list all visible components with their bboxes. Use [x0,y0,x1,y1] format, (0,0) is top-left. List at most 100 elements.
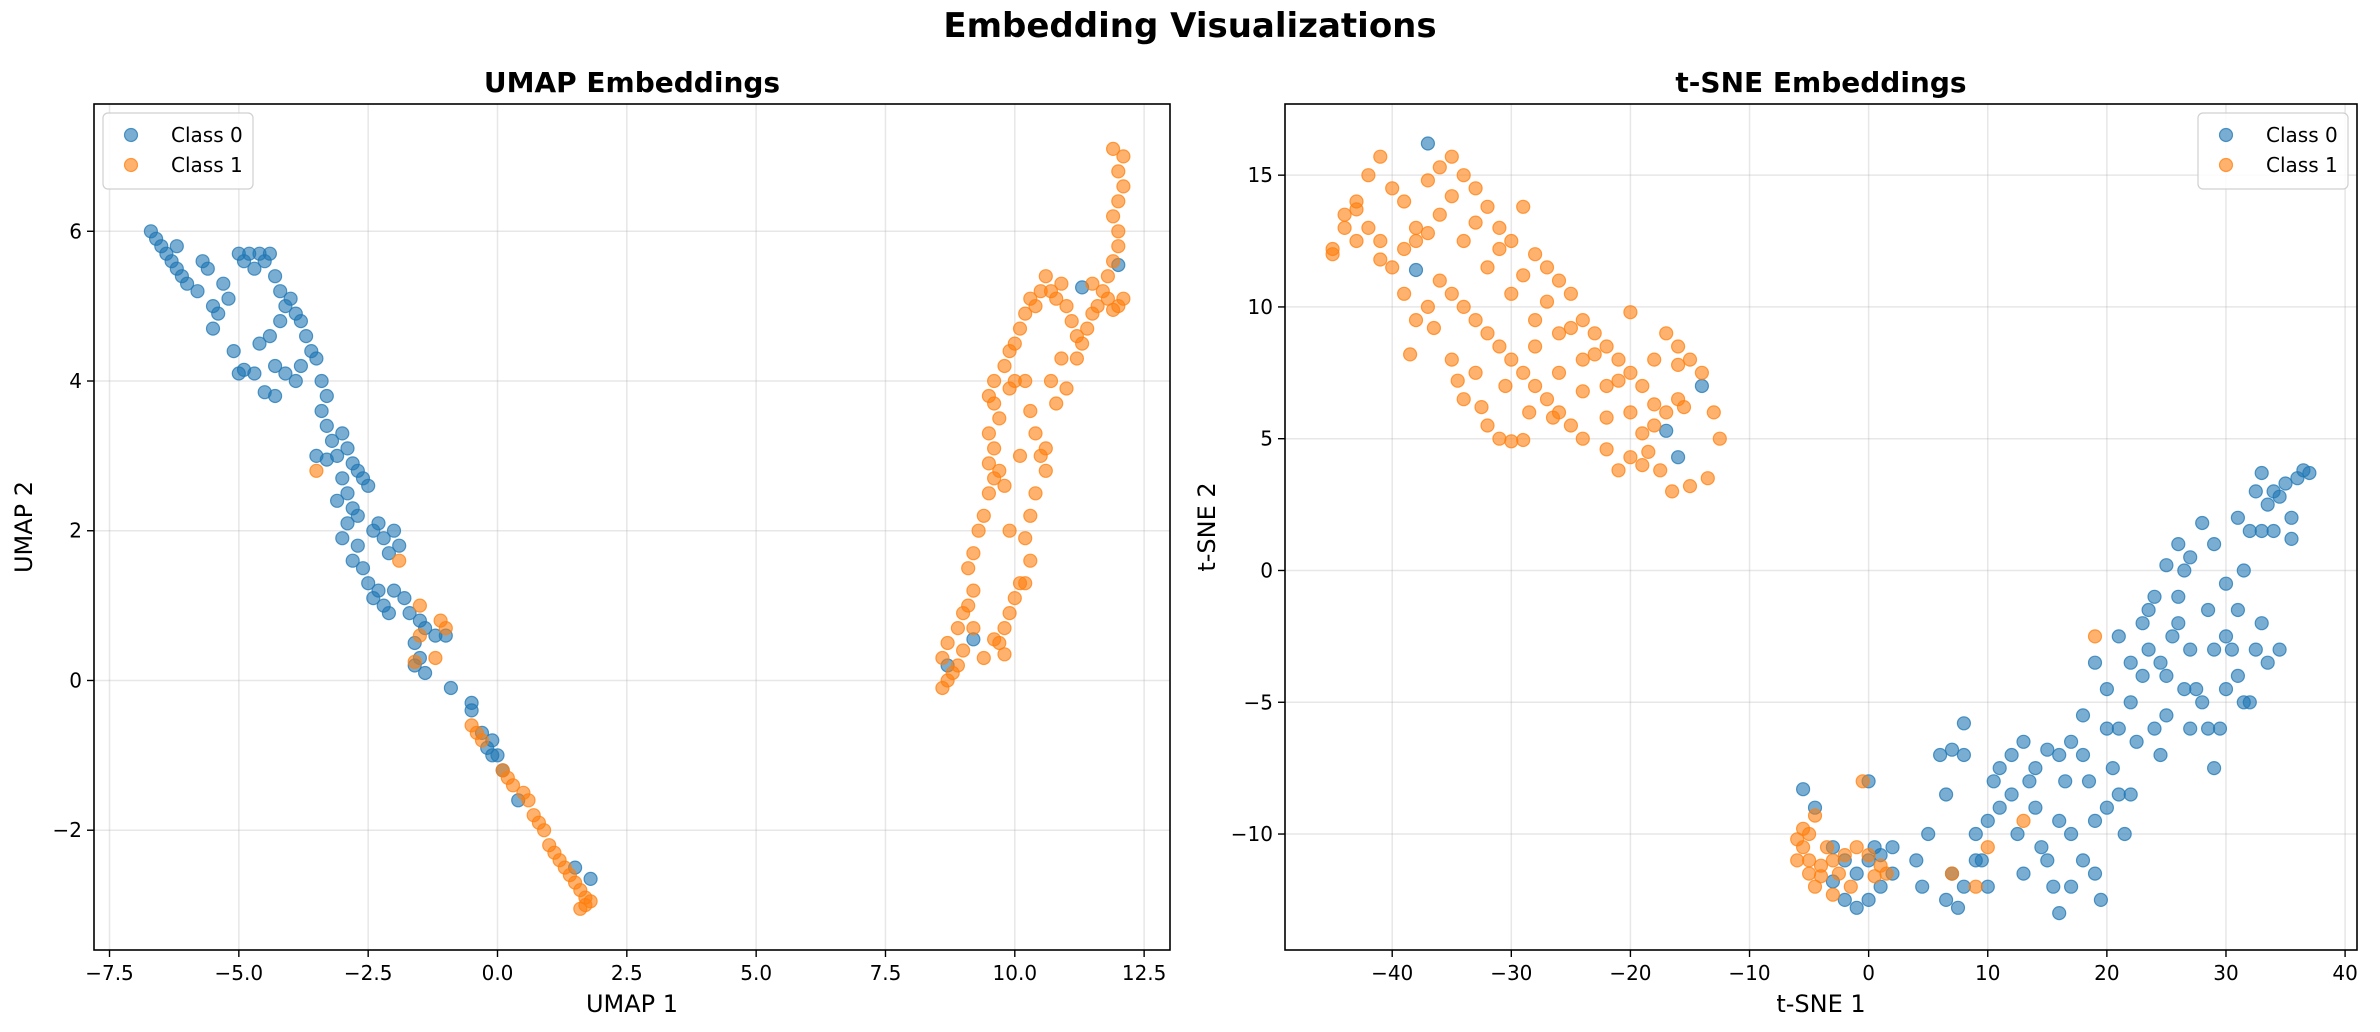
umap-point-class1 [992,463,1007,478]
tsne-legend-label-class0: Class 0 [2266,123,2338,147]
tsne-point-class0 [2207,536,2222,552]
tsne-point-class0 [2028,760,2043,776]
tsne-point-class0 [2284,531,2299,547]
tsne-point-class0 [1861,892,1876,908]
umap-point-class0 [350,508,365,523]
tsne-point-class0 [2207,642,2222,657]
tsne-point-class0 [2248,484,2263,499]
umap-point-class0 [309,351,324,366]
umap-point-class1 [1018,531,1033,546]
tsne-point-class1 [1694,365,1710,380]
tsne-point-class1 [1504,286,1519,301]
tsne-point-class0 [2302,465,2317,481]
umap-point-class0 [247,366,262,381]
tsne-point-class0 [2177,681,2192,697]
umap-ylabel: UMAP 2 [10,481,38,573]
umap-point-class0 [252,336,267,351]
tsne-point-class0 [2052,813,2067,829]
umap-point-class1 [1059,299,1074,314]
umap-point-class1 [521,793,536,808]
umap-point-class1 [986,632,1002,647]
tsne-xtick-label: 0 [1862,961,1875,985]
tsne-xtick-label: −10 [1728,961,1770,985]
tsne-point-class0 [2111,787,2126,802]
umap-ytick-label: 0 [69,668,82,692]
tsne-point-class0 [1909,853,1924,868]
umap-point-class0 [268,269,283,284]
umap-point-class1 [986,441,1002,456]
tsne-point-class0 [2230,510,2245,525]
umap-point-class1 [966,583,981,598]
tsne-point-class1 [1599,378,1614,394]
umap-ytick-label: −2 [53,818,82,842]
tsne-point-class1 [1843,879,1858,894]
umap-point-class1 [1100,269,1116,284]
figure-title: Embedding Visualizations [943,6,1437,46]
tsne-point-class0 [2016,866,2031,881]
tsne-point-class1 [1516,365,1531,380]
tsne-point-class1 [1337,220,1352,235]
tsne-point-class1 [1611,463,1626,478]
tsne-point-class1 [1527,339,1543,354]
tsne-point-class1 [1819,840,1835,855]
umap-legend-label-class0: Class 0 [171,123,243,147]
tsne-xtick-label: 10 [1975,961,2000,985]
umap-point-class1 [1018,306,1033,321]
tsne-axes-frame [1284,103,2358,951]
tsne-point-class1 [1527,247,1543,262]
tsne-point-class0 [1849,866,1864,881]
umap-point-class1 [1064,314,1079,329]
tsne-point-class1 [1396,241,1412,257]
umap-point-class1 [1028,486,1043,501]
umap-point-class1 [997,647,1012,662]
tsne-point-class1 [1420,226,1436,241]
umap-point-class0 [340,516,355,531]
tsne-point-class1 [1504,352,1519,367]
umap-point-class1 [1111,164,1126,179]
umap-point-class0 [273,284,288,299]
tsne-point-class1 [1539,260,1555,275]
tsne-point-class1 [1408,233,1424,249]
umap-point-class1 [992,411,1007,426]
tsne-point-class0 [2052,747,2067,763]
tsne-point-class0 [2171,616,2186,631]
tsne-point-class0 [1944,742,1960,757]
tsne-title: t-SNE Embeddings [1675,66,1966,99]
tsne-point-class0 [2171,536,2186,552]
umap-point-class0 [262,329,277,344]
umap-point-class1 [1116,179,1131,194]
tsne-point-class1 [1635,426,1650,441]
umap-point-class0 [361,478,376,493]
tsne-point-class1 [1539,392,1555,407]
umap-point-class1 [1054,351,1069,366]
tsne-point-class1 [1563,286,1579,301]
tsne-point-class0 [2236,695,2251,710]
umap-legend-box [102,112,254,190]
umap-point-class1 [986,373,1002,389]
umap-point-class1 [1002,605,1017,621]
tsne-point-class0 [2153,655,2168,670]
tsne-point-class0 [2099,800,2114,815]
tsne-point-class0 [2266,484,2281,499]
tsne-point-class1 [1647,397,1662,412]
umap-point-class1 [997,478,1012,493]
tsne-point-class1 [1795,821,1811,836]
tsne-point-class1 [1492,241,1507,257]
tsne-point-class0 [2010,826,2025,842]
tsne-point-class1 [1480,199,1495,214]
tsne-point-class1 [1385,181,1400,196]
tsne-point-class1 [1426,320,1442,336]
tsne-point-class0 [2123,695,2138,710]
tsne-point-class0 [2087,655,2103,670]
tsne-legend-marker-class0 [2218,127,2234,143]
umap-point-class1 [309,463,324,478]
tsne-point-class1 [1480,326,1495,341]
umap-point-class1 [976,508,991,523]
tsne-point-class1 [1712,431,1727,446]
umap-point-class0 [443,680,458,696]
tsne-point-class0 [2111,629,2126,644]
tsne-point-class0 [2064,826,2079,842]
umap-point-class1 [955,643,971,658]
umap-point-class1 [1111,224,1126,239]
tsne-point-class1 [1373,233,1388,249]
